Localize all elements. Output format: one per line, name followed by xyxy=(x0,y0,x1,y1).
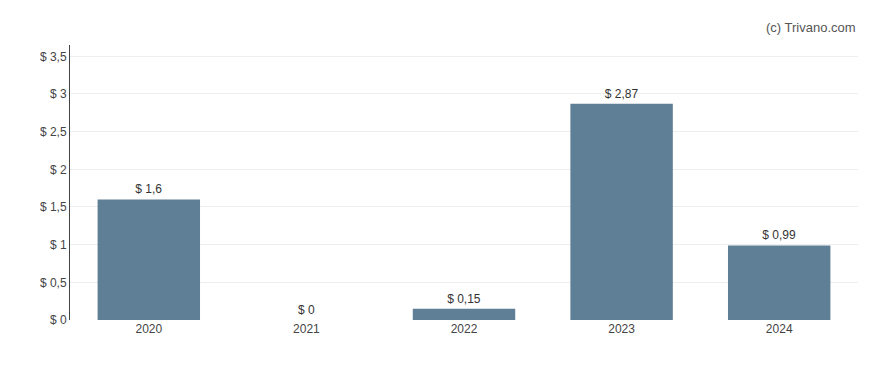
svg-text:$ 3: $ 3 xyxy=(50,87,67,101)
svg-text:$ 1: $ 1 xyxy=(50,238,67,252)
svg-text:$ 3,5: $ 3,5 xyxy=(40,50,67,64)
svg-text:2021: 2021 xyxy=(293,322,320,336)
svg-text:$ 0: $ 0 xyxy=(50,313,67,327)
svg-text:$ 1,6: $ 1,6 xyxy=(135,182,162,196)
svg-text:2024: 2024 xyxy=(766,322,793,336)
svg-text:$ 2,5: $ 2,5 xyxy=(40,125,67,139)
svg-text:$ 2: $ 2 xyxy=(50,163,67,177)
svg-text:2020: 2020 xyxy=(135,322,162,336)
svg-text:(c) Trivano.com: (c) Trivano.com xyxy=(766,20,856,35)
svg-text:$ 0,99: $ 0,99 xyxy=(762,228,796,242)
svg-text:2023: 2023 xyxy=(608,322,635,336)
svg-text:$ 2,87: $ 2,87 xyxy=(605,87,639,101)
svg-text:2022: 2022 xyxy=(451,322,478,336)
svg-text:$ 0,5: $ 0,5 xyxy=(40,276,67,290)
svg-text:$ 0,15: $ 0,15 xyxy=(447,292,481,306)
svg-text:$ 1,5: $ 1,5 xyxy=(40,200,67,214)
svg-text:$ 0: $ 0 xyxy=(298,303,315,317)
